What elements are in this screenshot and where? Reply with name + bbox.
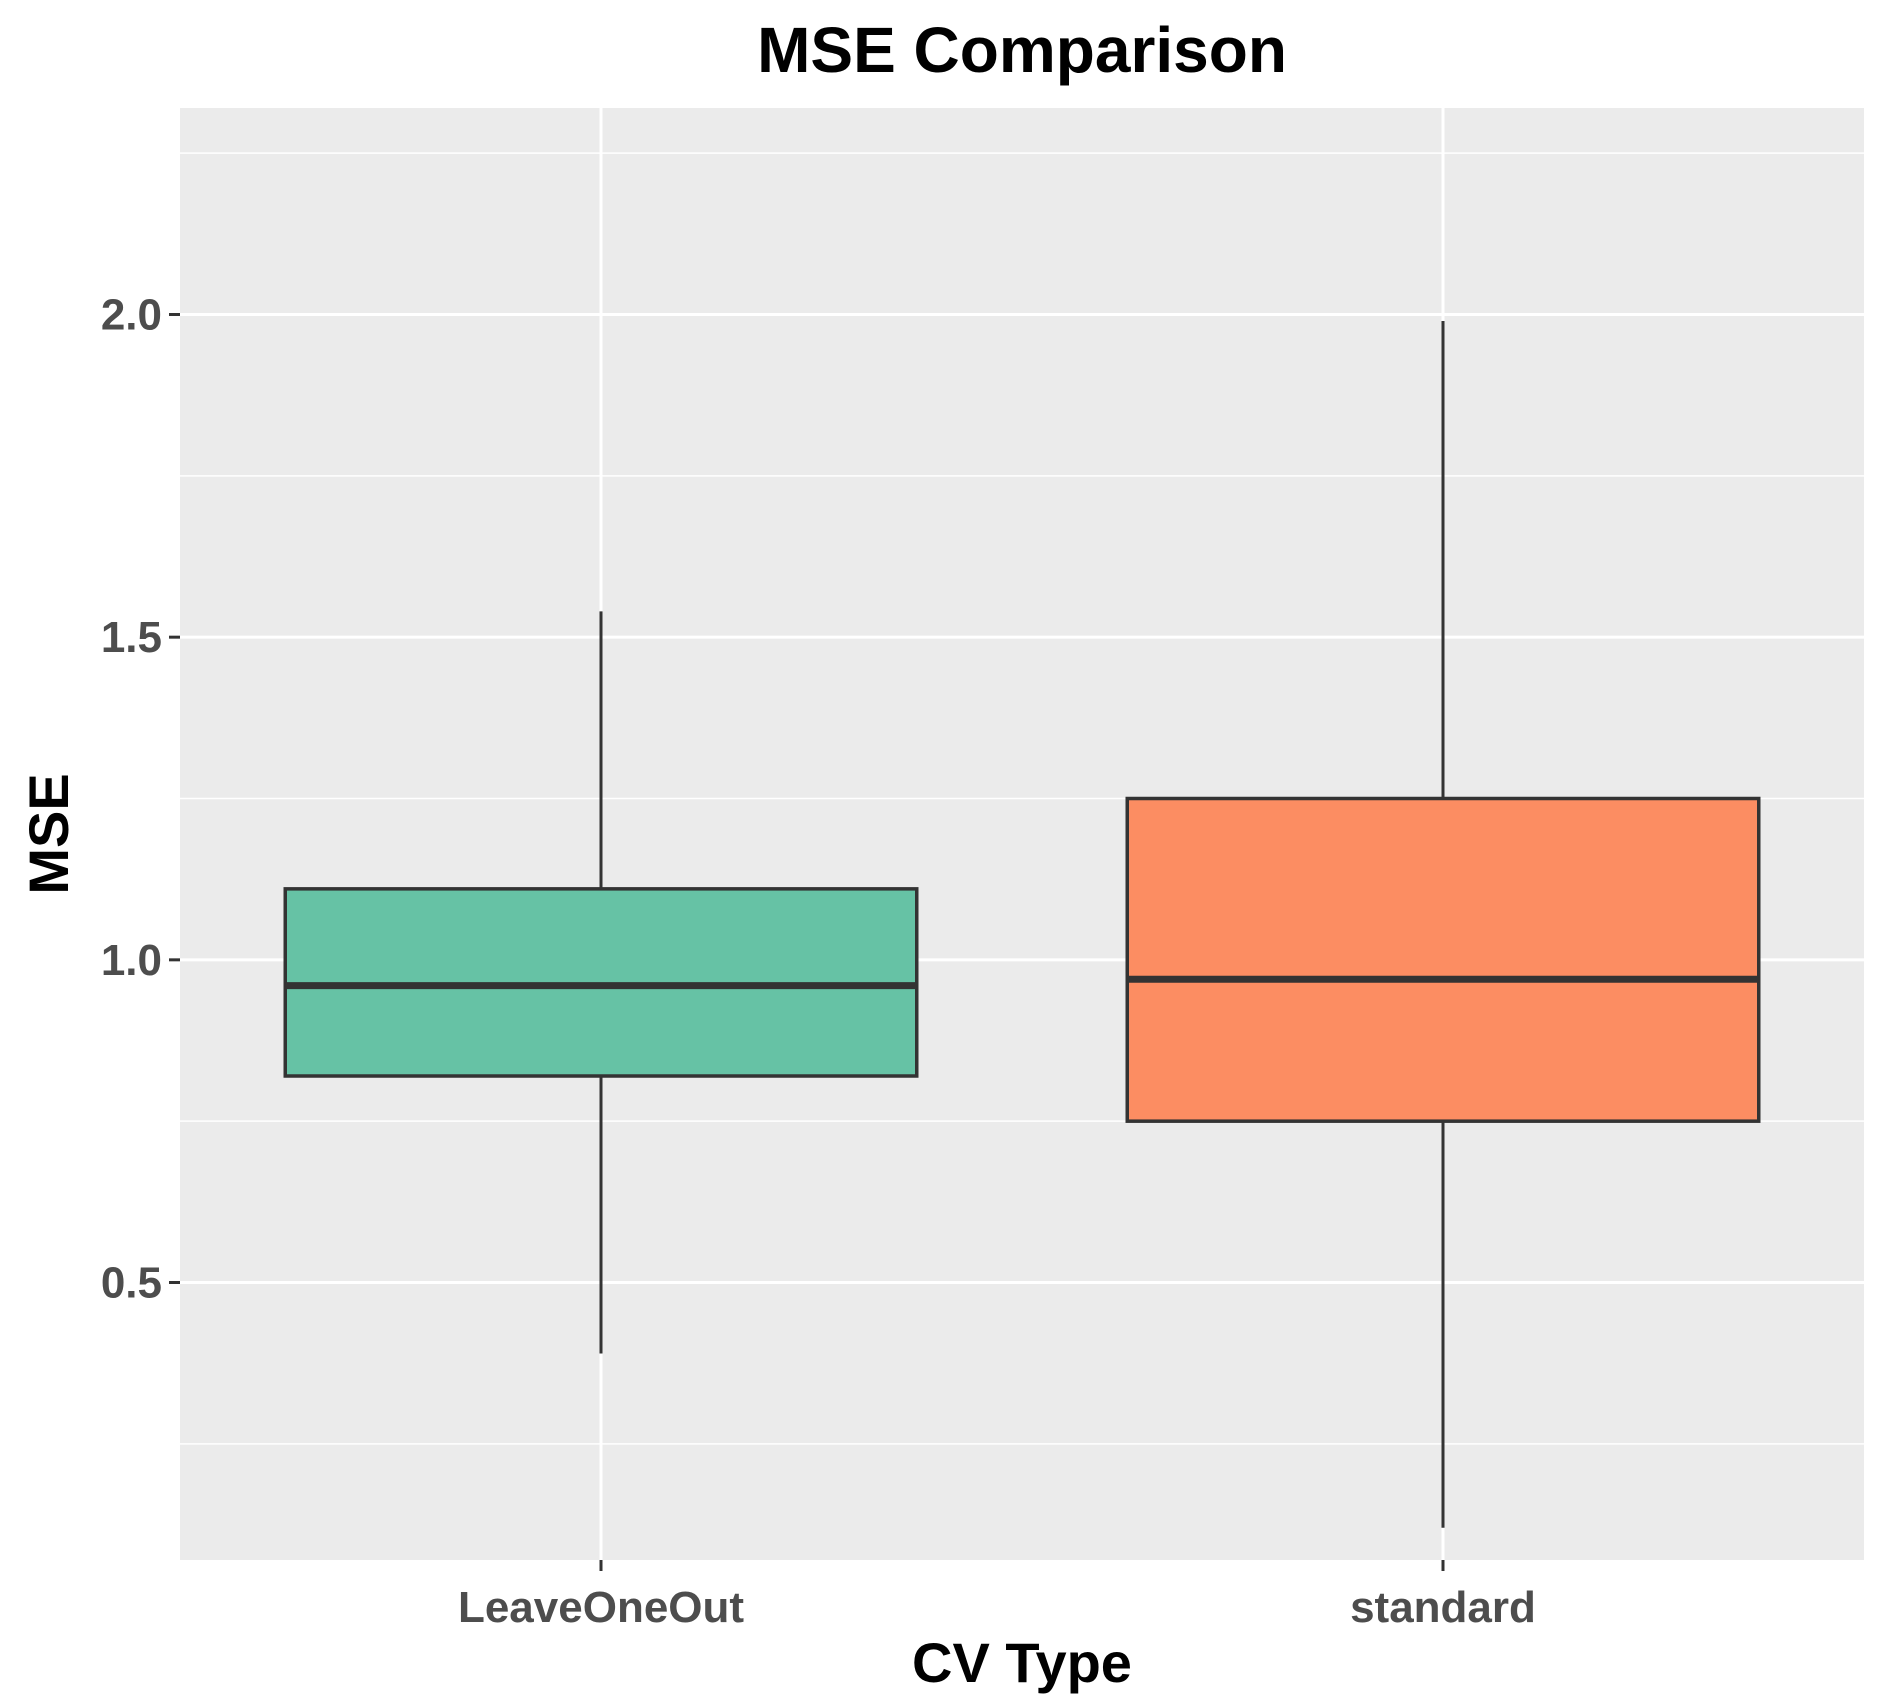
y-tick-label: 1.5	[101, 613, 162, 662]
x-axis: LeaveOneOut standard	[458, 1560, 1536, 1632]
y-axis: 0.5 1.0 1.5 2.0	[101, 291, 180, 1308]
y-tick-label: 1.0	[101, 936, 162, 985]
x-axis-title: CV Type	[912, 1631, 1132, 1694]
box-iqr	[1125, 796, 1761, 1123]
box-LeaveOneOut	[283, 611, 919, 1354]
y-tick-label: 2.0	[101, 291, 162, 340]
x-tick-label: LeaveOneOut	[458, 1583, 744, 1632]
chart-title: MSE Comparison	[757, 14, 1287, 86]
box-standard	[1125, 320, 1761, 1528]
boxes	[283, 320, 1761, 1528]
x-tick-label: standard	[1350, 1583, 1536, 1632]
y-tick-label: 0.5	[101, 1259, 162, 1308]
y-axis-title: MSE	[17, 773, 80, 894]
